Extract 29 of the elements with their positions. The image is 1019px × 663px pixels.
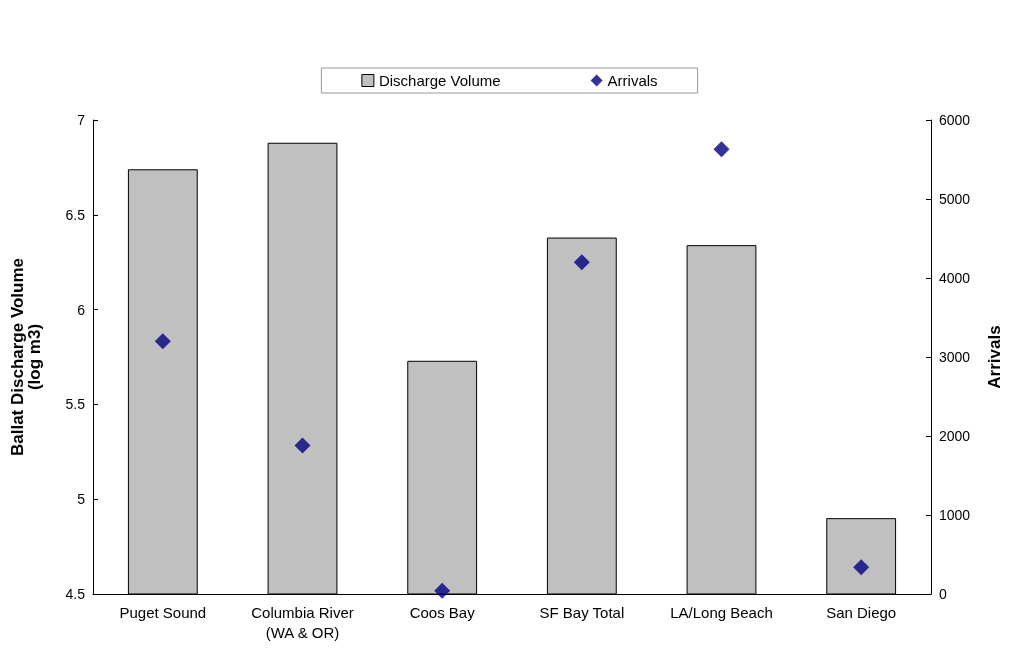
y2-axis-title: Arrivals <box>985 325 1004 389</box>
y-tick-label: 5.5 <box>65 396 86 413</box>
y2-tick-label: 6000 <box>939 112 971 128</box>
x-tick-label: Coos Bay <box>409 603 476 621</box>
x-tick-label: SF Bay Total <box>539 603 625 621</box>
x-tick-label: LA/Long Beach <box>670 603 773 621</box>
y2-tick-label: 1000 <box>939 507 971 523</box>
y-tick-label: 7 <box>77 112 86 128</box>
y2-tick-label: 0 <box>939 586 947 602</box>
point <box>573 254 590 271</box>
point <box>434 582 451 599</box>
y2-tick-label: 4000 <box>939 270 971 286</box>
x-tick-label: Columbia River (WA & OR) <box>251 603 354 641</box>
point <box>853 559 870 576</box>
y-tick-label: 6 <box>77 301 86 318</box>
x-tick-label: San Diego <box>826 603 897 621</box>
point <box>713 141 730 158</box>
y2-tick-label: 2000 <box>939 428 971 444</box>
point <box>154 333 171 350</box>
y2-tick-label: 5000 <box>939 191 971 207</box>
legend-label: Arrivals <box>607 72 658 89</box>
legend-label: Discharge Volume <box>378 72 501 89</box>
y2-tick-label: 3000 <box>939 349 971 365</box>
x-tick-label: Puget Sound <box>119 603 207 621</box>
y-axis-title: Ballat Discharge Volume (log m3) <box>8 257 44 457</box>
point <box>294 437 311 454</box>
y-tick-label: 4.5 <box>65 586 86 602</box>
y-tick-label: 6.5 <box>65 206 86 223</box>
y-tick-label: 5 <box>77 491 86 508</box>
